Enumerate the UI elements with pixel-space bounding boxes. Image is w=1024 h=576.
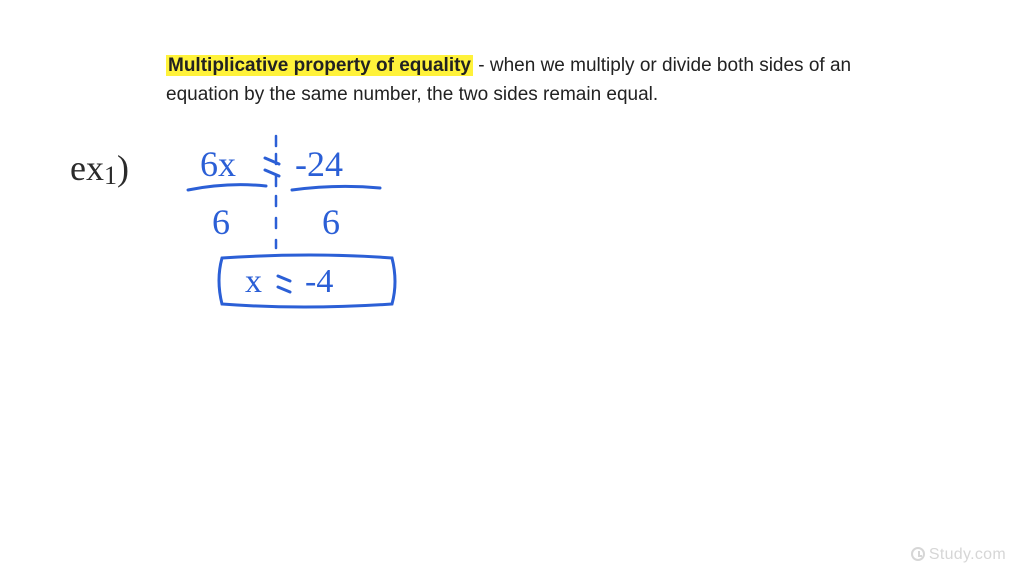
denominator-right: 6 — [322, 202, 340, 242]
watermark-text: Study.com — [929, 546, 1006, 563]
watermark: Study.com — [911, 546, 1006, 564]
fraction-bar-left — [188, 185, 266, 190]
clock-icon — [911, 547, 925, 561]
result-equals — [278, 276, 290, 292]
handwritten-work: ex1) 6x -24 6 6 x -4 — [70, 130, 590, 390]
equation-group: 6x -24 6 6 x -4 — [188, 136, 395, 307]
result-x: x — [245, 263, 262, 300]
fraction-bar-right — [292, 186, 380, 190]
definition-highlight: Multiplicative property of equality — [166, 55, 473, 76]
slide: Multiplicative property of equality - wh… — [0, 0, 1024, 576]
definition-text: Multiplicative property of equality - wh… — [166, 52, 866, 109]
numerator-left: 6x — [200, 144, 236, 184]
result-value: -4 — [305, 263, 333, 300]
denominator-left: 6 — [212, 202, 230, 242]
example-label: ex1) — [70, 148, 129, 190]
numerator-right: -24 — [295, 144, 343, 184]
